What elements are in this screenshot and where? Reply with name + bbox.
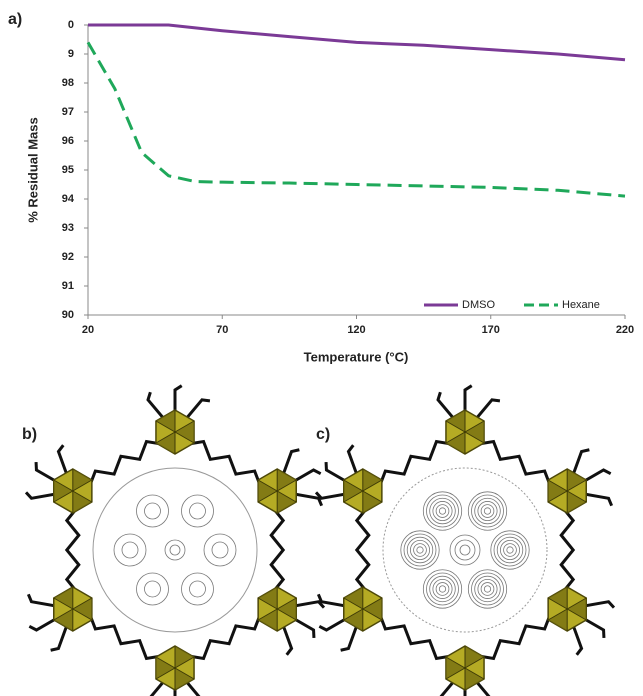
y-tick-label: 0 [68,19,74,31]
data-line [88,25,625,60]
y-axis-title: % Residual Mass [25,117,40,223]
legend-label: DMSO [462,299,495,311]
y-tick-label: 98 [62,77,74,89]
data-line [88,42,625,196]
y-tick-label: 97 [62,106,74,118]
panel-label: c) [316,426,330,443]
y-tick-label: 9 [68,48,74,60]
x-tick-label: 170 [482,324,500,336]
x-tick-label: 70 [216,324,228,336]
panel-label: b) [22,426,37,443]
y-tick-label: 92 [62,251,74,263]
x-tick-label: 220 [616,324,634,336]
y-tick-label: 95 [62,164,74,176]
cavity [93,468,257,632]
legend-label: Hexane [562,299,600,311]
y-tick-label: 93 [62,222,74,234]
x-tick-label: 120 [347,324,365,336]
figure: a) Temperature (°C) % Residual Mass b) c… [0,0,643,696]
panel-label: a) [8,11,22,28]
y-tick-label: 91 [62,280,74,292]
y-tick-label: 94 [62,193,75,205]
x-axis-title: Temperature (°C) [304,349,409,364]
x-tick-label: 20 [82,324,94,336]
y-tick-label: 96 [62,135,74,147]
y-tick-label: 90 [62,309,74,321]
